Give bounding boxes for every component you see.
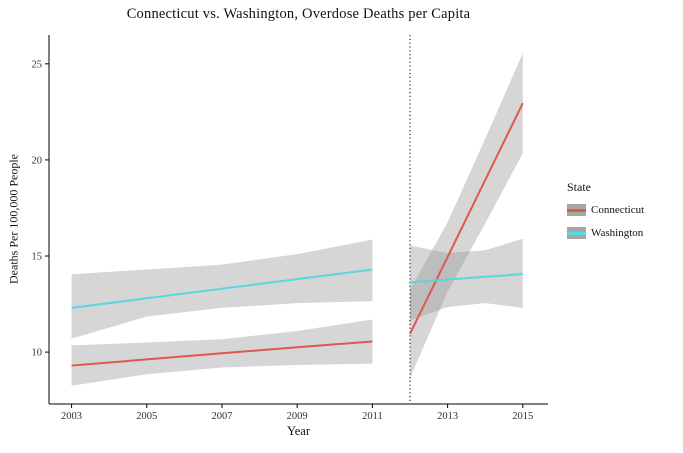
washington-key-line — [567, 231, 586, 235]
x-tick-label: 2009 — [287, 411, 308, 422]
connecticut-key-line — [567, 208, 586, 212]
x-tick-label: 2003 — [61, 411, 82, 422]
legend-entry-connecticut: Connecticut — [567, 204, 679, 216]
legend-entry-washington: Washington — [567, 227, 679, 239]
trend-line-washington-0 — [71, 268, 373, 309]
washington-key-swatch — [567, 227, 586, 239]
legend-label-connecticut: Connecticut — [591, 204, 645, 216]
x-axis-title: Year — [286, 424, 311, 438]
x-tick-label: 2007 — [211, 411, 232, 422]
x-tick-label: 2015 — [512, 411, 533, 422]
trend-line-connecticut-1 — [409, 102, 524, 335]
y-tick-label: 15 — [32, 252, 43, 263]
y-tick-label: 20 — [32, 155, 43, 166]
connecticut-key-swatch — [567, 204, 586, 216]
trend-line-washington-1 — [409, 273, 523, 284]
legend: State Connecticut Washington — [567, 180, 679, 250]
trend-line-connecticut-0 — [71, 340, 373, 367]
chart-title: Connecticut vs. Washington, Overdose Dea… — [126, 6, 471, 22]
legend-label-washington: Washington — [591, 227, 644, 239]
x-tick-label: 2005 — [136, 411, 157, 422]
x-tick-label: 2013 — [437, 411, 458, 422]
x-tick-label: 2011 — [362, 411, 383, 422]
legend-title: State — [567, 180, 591, 194]
confidence-ribbon-washington-1 — [409, 238, 523, 321]
confidence-ribbon-connecticut-1 — [409, 53, 523, 379]
y-tick-label: 10 — [32, 348, 43, 359]
y-tick-label: 25 — [32, 59, 43, 70]
